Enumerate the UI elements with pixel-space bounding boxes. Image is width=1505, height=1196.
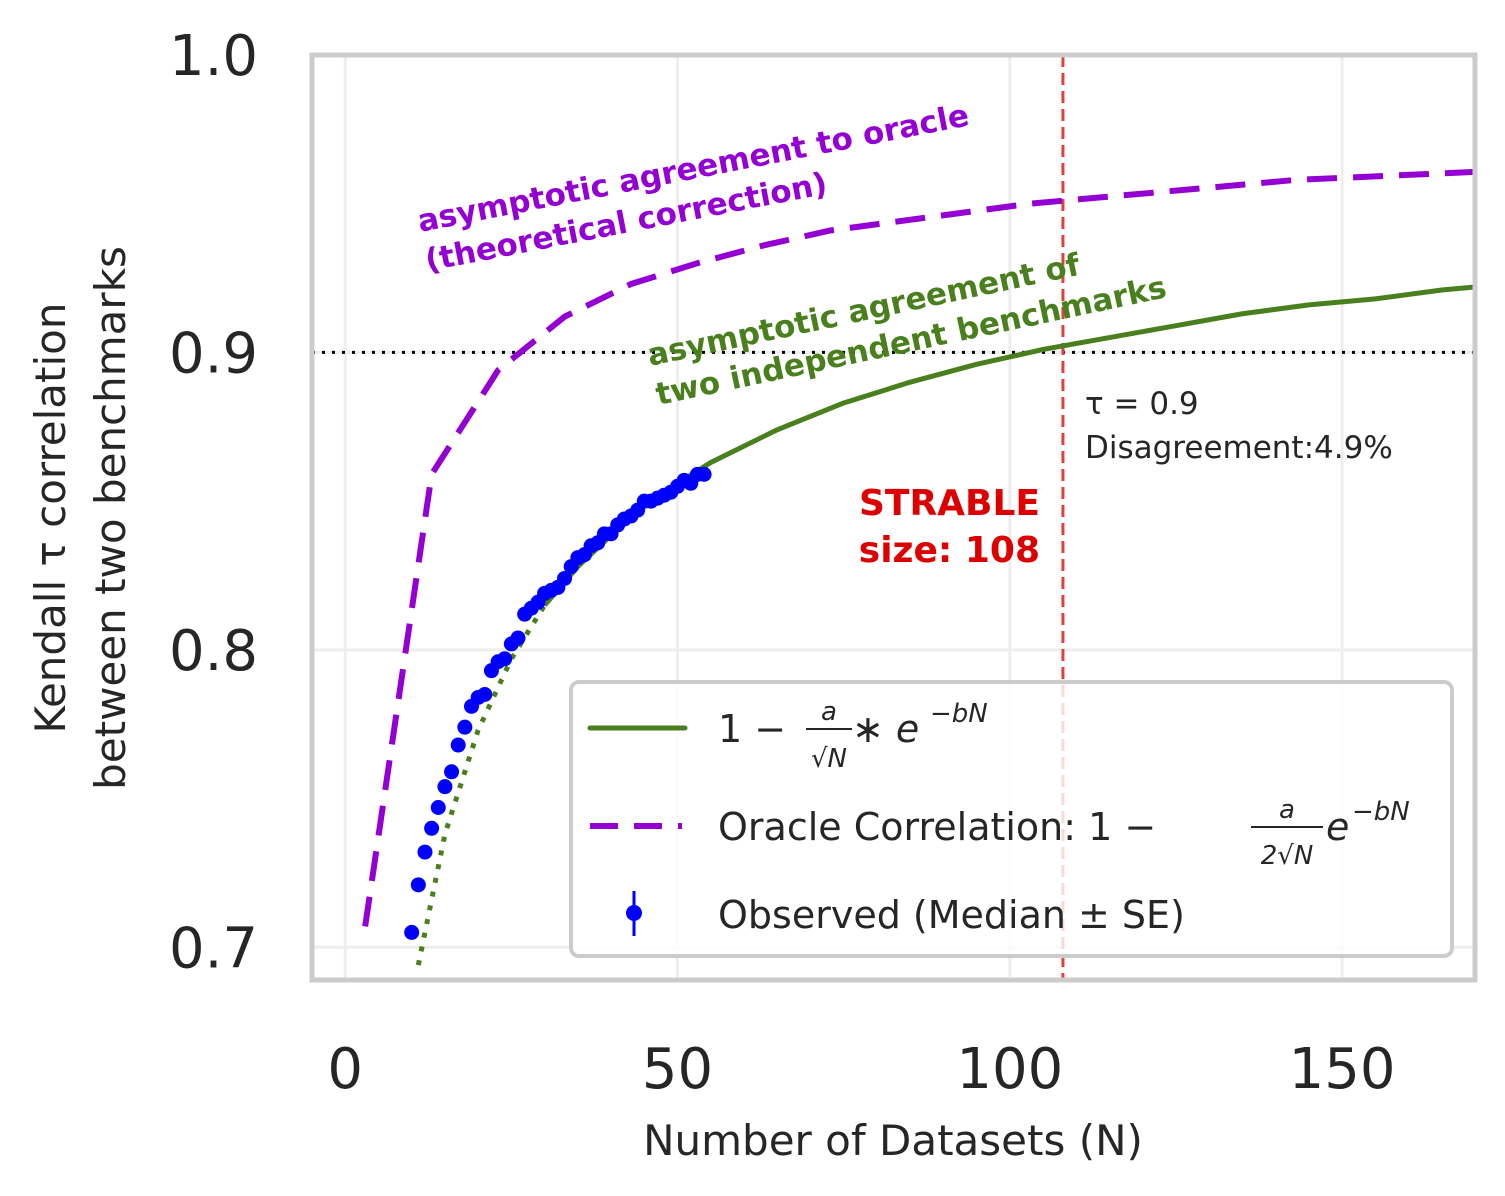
reference-lines: [312, 55, 1475, 980]
x-tick-label: 150: [1289, 1037, 1396, 1102]
strable-annotation-line1: STRABLE: [859, 483, 1040, 524]
observed-point: [444, 764, 460, 780]
y-tick-label: 0.7: [169, 916, 258, 981]
disagreement-annotation: Disagreement:4.9%: [1085, 430, 1393, 466]
observed-point: [430, 799, 446, 815]
legend-fit-one-minus: 1 −: [718, 707, 786, 751]
observed-point: [477, 686, 493, 702]
x-tick-label: 100: [956, 1037, 1063, 1102]
y-tick-label: 1.0: [169, 24, 258, 89]
y-axis-label: Kendall τ correlation between two benchm…: [26, 246, 135, 790]
y-tick-label: 0.8: [169, 619, 258, 684]
legend-oracle-prefix: Oracle Correlation: 1 −: [718, 805, 1156, 849]
x-tick-label: 0: [327, 1037, 363, 1102]
legend-oracle-exp: −bN: [1352, 797, 1410, 827]
plot-frame: [309, 52, 1478, 983]
legend-oracle-mid: e: [1326, 805, 1349, 849]
oracle-correlation-line: [362, 168, 1475, 927]
observed-point: [410, 877, 426, 893]
legend-fit-den: √N: [811, 744, 847, 774]
observed-point: [510, 630, 526, 646]
observed-point: [457, 719, 473, 735]
legend-fit-num: a: [821, 697, 837, 727]
y-axis-label-line2: between two benchmarks: [86, 246, 135, 790]
observed-point: [424, 820, 440, 836]
legend-observed-marker: [626, 905, 642, 921]
observed-point: [497, 651, 513, 667]
legend: 1 − a √N ∗ e −bN Oracle Correlation: 1 −…: [569, 680, 1454, 958]
legend-oracle-den: 2√N: [1261, 841, 1314, 871]
legend-box: [569, 680, 1454, 958]
observed-point: [437, 779, 453, 795]
legend-oracle-num: a: [1279, 795, 1295, 825]
x-tick-label: 50: [642, 1037, 713, 1102]
strable-annotation-line2: size: 108: [859, 530, 1040, 571]
tau-annotation: τ = 0.9: [1085, 386, 1199, 422]
observed-point: [417, 844, 433, 860]
observed-point: [404, 924, 420, 940]
observed-point: [696, 466, 712, 482]
observed-point: [450, 737, 466, 753]
legend-fit-mid: ∗ e: [852, 707, 919, 751]
observed-point: [557, 570, 573, 586]
x-axis-label: Number of Datasets (N): [643, 1116, 1143, 1165]
tick-labels: 0 50 100 150 0.7 0.8 0.9 1.0: [169, 24, 1396, 1102]
legend-fit-exp: −bN: [930, 699, 988, 729]
legend-observed-label: Observed (Median ± SE): [718, 893, 1185, 937]
fit-curve-extrapolation-line: [415, 603, 547, 966]
y-axis-label-line1: Kendall τ correlation: [26, 303, 75, 734]
y-tick-label: 0.9: [169, 321, 258, 386]
series-layer: [362, 168, 1475, 966]
